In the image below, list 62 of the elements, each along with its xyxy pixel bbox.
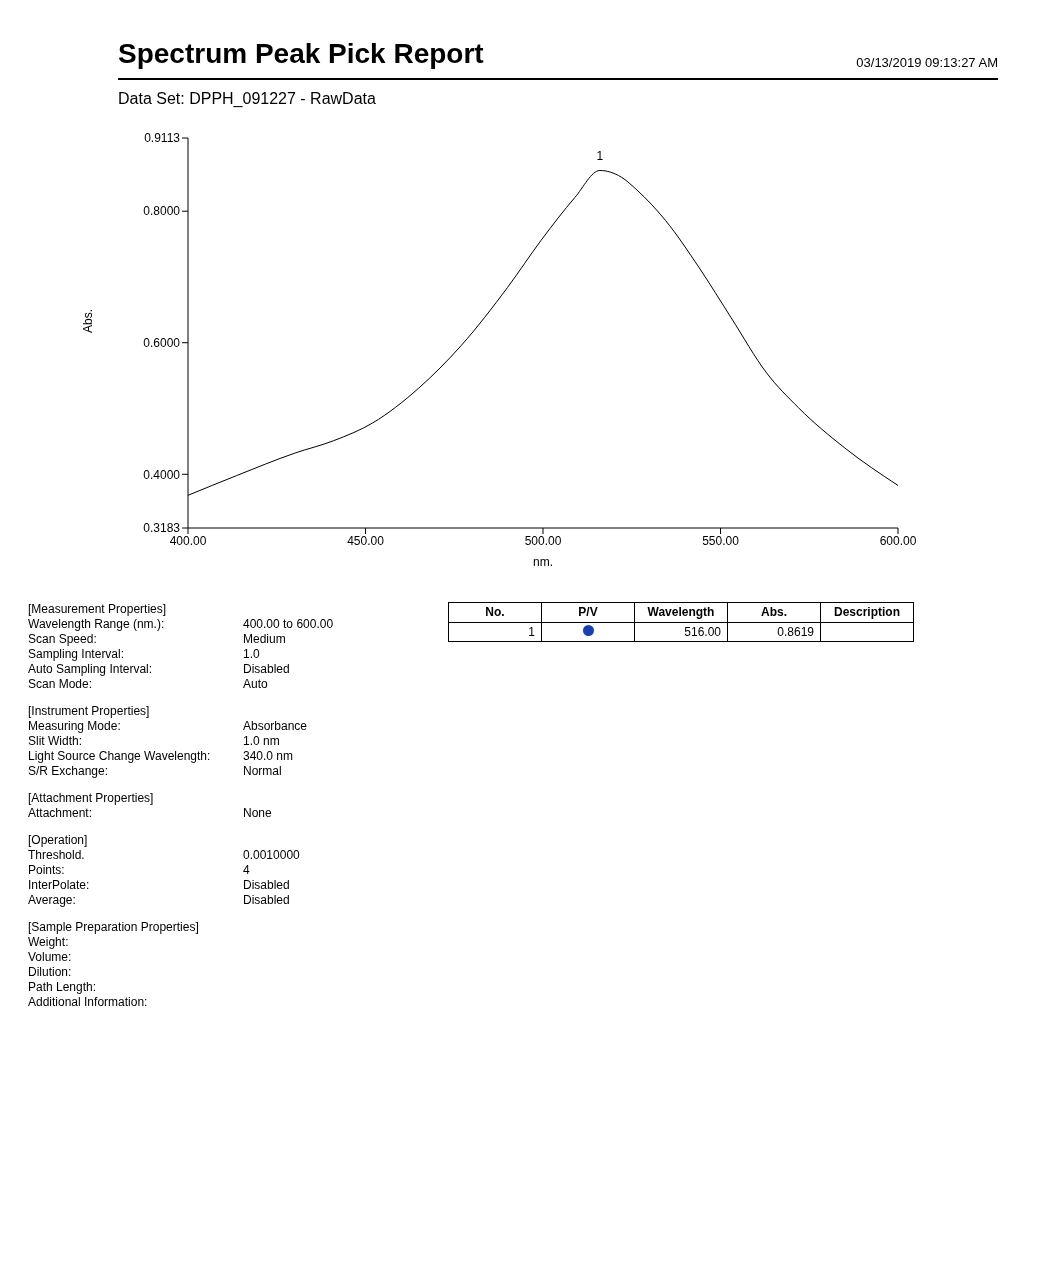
y-tick-label: 0.6000	[143, 335, 181, 350]
text: Normal	[243, 764, 282, 779]
x-tick-label: 500.00	[524, 533, 562, 548]
text: [Measurement Properties]	[28, 602, 168, 617]
chart-subtitle: Data Set: DPPH_091227 - RawData	[118, 90, 377, 108]
text: [Attachment Properties]	[28, 791, 155, 806]
text: Description	[820, 602, 914, 622]
text: Threshold.	[28, 848, 86, 863]
text: S/R Exchange:	[28, 764, 110, 779]
text: Disabled	[243, 662, 290, 677]
x-tick-label: 600.00	[879, 533, 917, 548]
y-axis-title: Abs.	[81, 308, 96, 333]
chart-title: Spectrum Peak Pick Report	[118, 38, 484, 70]
text: Dilution:	[28, 965, 73, 980]
text: Additional Information:	[28, 995, 149, 1010]
text: No.	[448, 602, 542, 622]
text: 1.0	[243, 647, 260, 662]
text: Attachment:	[28, 806, 94, 821]
y-tick-label: 0.4000	[143, 467, 181, 482]
text: Sampling Interval:	[28, 647, 126, 662]
annotation: 1	[596, 149, 604, 164]
text: 400.00 to 600.00	[243, 617, 334, 632]
text: Measuring Mode:	[28, 719, 122, 734]
text: P/V	[541, 602, 635, 622]
text: Slit Width:	[28, 734, 83, 749]
text: Disabled	[243, 893, 290, 908]
text: Auto	[243, 677, 268, 692]
text: 4	[243, 863, 250, 878]
text: 1	[448, 622, 542, 642]
text: 0.8619	[727, 622, 821, 642]
x-axis-title: nm.	[532, 555, 554, 569]
text: Points:	[28, 863, 66, 878]
text: 0.0010000	[243, 848, 300, 863]
text: Light Source Change Wavelength:	[28, 749, 212, 764]
text: Weight:	[28, 935, 70, 950]
text: Scan Mode:	[28, 677, 94, 692]
text: InterPolate:	[28, 878, 91, 893]
text: 516.00	[634, 622, 728, 642]
text: Disabled	[243, 878, 290, 893]
text: Abs.	[727, 602, 821, 622]
text: None	[243, 806, 272, 821]
text: Average:	[28, 893, 77, 908]
y-tick-label: 0.3183	[143, 521, 181, 536]
text: 340.0 nm	[243, 749, 294, 764]
text: Wavelength Range (nm.):	[28, 617, 166, 632]
text: [Operation]	[28, 833, 89, 848]
x-tick-label: 550.00	[702, 533, 740, 548]
text: Volume:	[28, 950, 73, 965]
text: Auto Sampling Interval:	[28, 662, 154, 677]
text: Path Length:	[28, 980, 98, 995]
text: 03/13/2019 09:13:27 AM	[856, 55, 998, 70]
text: [Instrument Properties]	[28, 704, 151, 719]
x-tick-label: 400.00	[169, 533, 207, 548]
text: [Sample Preparation Properties]	[28, 920, 200, 935]
y-tick-label: 0.9113	[144, 131, 181, 146]
text: 1.0 nm	[243, 734, 280, 749]
text: Medium	[243, 632, 286, 647]
text: Absorbance	[243, 719, 308, 734]
y-tick-label: 0.8000	[143, 204, 181, 219]
text: Scan Speed:	[28, 632, 98, 647]
x-tick-label: 450.00	[347, 533, 385, 548]
text: Wavelength	[634, 602, 728, 622]
